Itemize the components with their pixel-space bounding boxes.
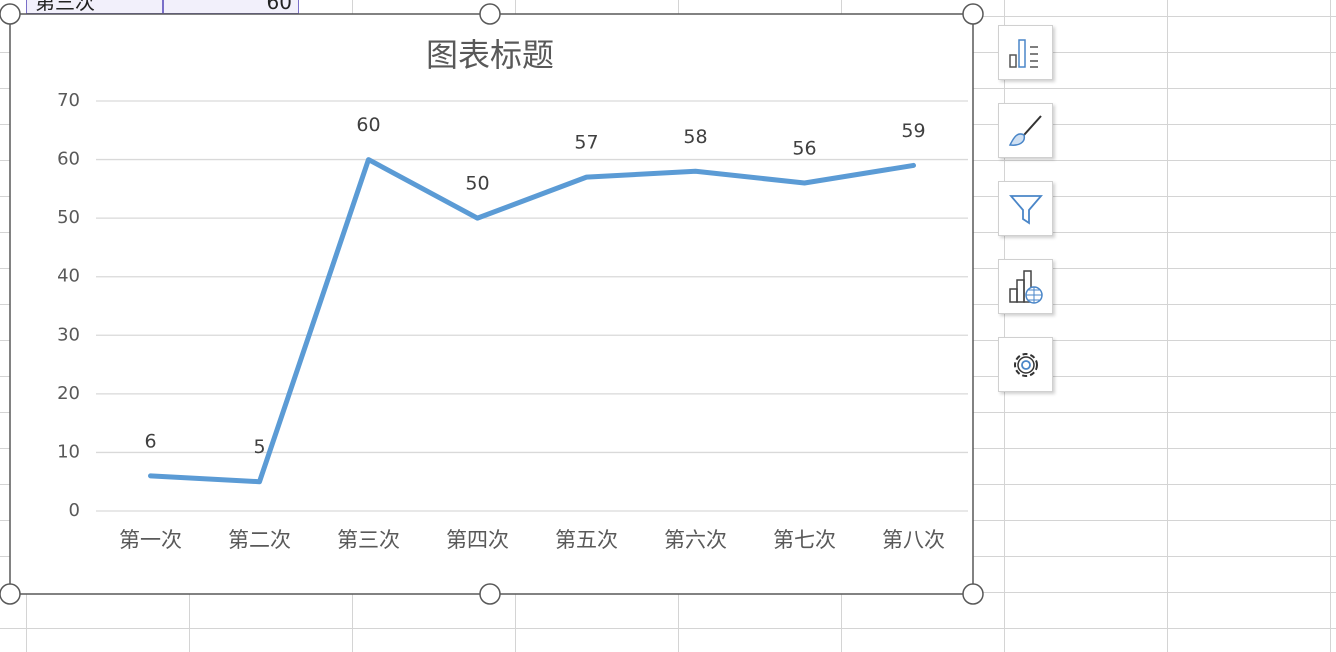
data-label: 57: [574, 132, 598, 154]
x-tick-label: 第三次: [337, 528, 400, 552]
y-tick-label: 30: [57, 324, 80, 345]
chart-filters-button[interactable]: [998, 181, 1053, 236]
y-tick-label: 20: [57, 383, 80, 404]
x-tick-label: 第二次: [228, 528, 291, 552]
y-tick-label: 40: [57, 266, 80, 287]
x-tick-label: 第一次: [119, 528, 182, 552]
data-label: 59: [901, 120, 925, 142]
x-tick-label: 第七次: [773, 528, 836, 552]
chart-frame[interactable]: [9, 13, 974, 595]
y-tick-label: 60: [57, 149, 80, 170]
data-label: 50: [465, 173, 489, 195]
x-tick-label: 第六次: [664, 528, 727, 552]
y-tick-label: 50: [57, 207, 80, 228]
x-tick-label: 第四次: [446, 528, 509, 552]
data-label: 6: [144, 430, 156, 452]
y-tick-label: 10: [57, 441, 80, 462]
x-tick-label: 第八次: [882, 528, 945, 552]
chart-elements-button[interactable]: [998, 25, 1053, 80]
series-line: [148, 157, 916, 485]
data-label: 58: [683, 126, 707, 148]
chart-settings-button[interactable]: [998, 337, 1053, 392]
data-label: 60: [356, 114, 380, 136]
y-tick-label: 70: [57, 90, 80, 111]
data-label: 56: [792, 138, 816, 160]
x-tick-label: 第五次: [555, 528, 618, 552]
chart-title[interactable]: 图表标题: [426, 36, 554, 74]
data-label: 5: [253, 436, 265, 458]
chart-data-button[interactable]: [998, 259, 1053, 314]
resize-handles[interactable]: [0, 3, 984, 605]
chart-styles-button[interactable]: [998, 103, 1053, 158]
y-tick-label: 0: [69, 500, 80, 521]
